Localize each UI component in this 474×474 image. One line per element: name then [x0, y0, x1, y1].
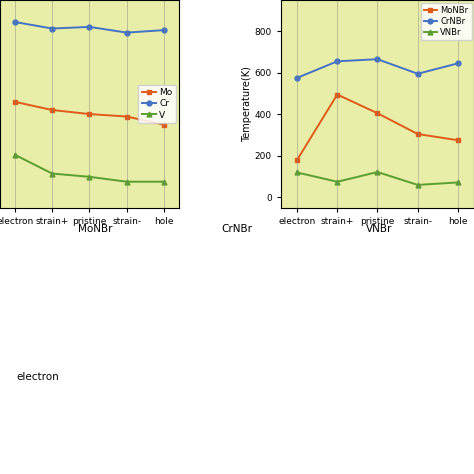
- Line: MoNBr: MoNBr: [295, 92, 460, 163]
- Legend: Mo, Cr, V: Mo, Cr, V: [138, 84, 176, 123]
- Line: VNBr: VNBr: [295, 170, 460, 187]
- VNBr: [335, 179, 340, 185]
- VNBr: [415, 182, 420, 188]
- MoNBr: [415, 131, 420, 137]
- Text: CrNBr: CrNBr: [221, 224, 253, 234]
- Cr: [49, 26, 55, 31]
- Line: CrNBr: CrNBr: [295, 57, 460, 80]
- MoNBr: [294, 157, 300, 163]
- CrNBr: [455, 61, 461, 66]
- Cr: [87, 24, 92, 30]
- Cr: [161, 27, 167, 33]
- CrNBr: [294, 75, 300, 81]
- V: [161, 179, 167, 184]
- Line: V: V: [12, 152, 166, 184]
- CrNBr: [374, 56, 380, 62]
- Text: electron: electron: [17, 372, 59, 382]
- VNBr: [374, 169, 380, 175]
- VNBr: [294, 170, 300, 175]
- V: [124, 179, 129, 184]
- V: [49, 171, 55, 176]
- Mo: [87, 111, 92, 117]
- V: [87, 174, 92, 180]
- Mo: [161, 122, 167, 128]
- MoNBr: [335, 91, 340, 97]
- Line: Mo: Mo: [12, 100, 166, 127]
- Line: Cr: Cr: [12, 19, 166, 35]
- VNBr: [455, 180, 461, 185]
- Legend: MoNBr, CrNBr, VNBr: MoNBr, CrNBr, VNBr: [421, 2, 472, 40]
- Text: MoNBr: MoNBr: [78, 224, 112, 234]
- CrNBr: [335, 58, 340, 64]
- Y-axis label: Temperature(K): Temperature(K): [242, 66, 252, 142]
- Mo: [124, 114, 129, 119]
- MoNBr: [374, 110, 380, 116]
- Mo: [49, 107, 55, 113]
- MoNBr: [455, 137, 461, 143]
- Cr: [12, 19, 18, 25]
- Text: VNBr: VNBr: [366, 224, 392, 234]
- CrNBr: [415, 71, 420, 77]
- Cr: [124, 30, 129, 36]
- Mo: [12, 99, 18, 105]
- V: [12, 152, 18, 158]
